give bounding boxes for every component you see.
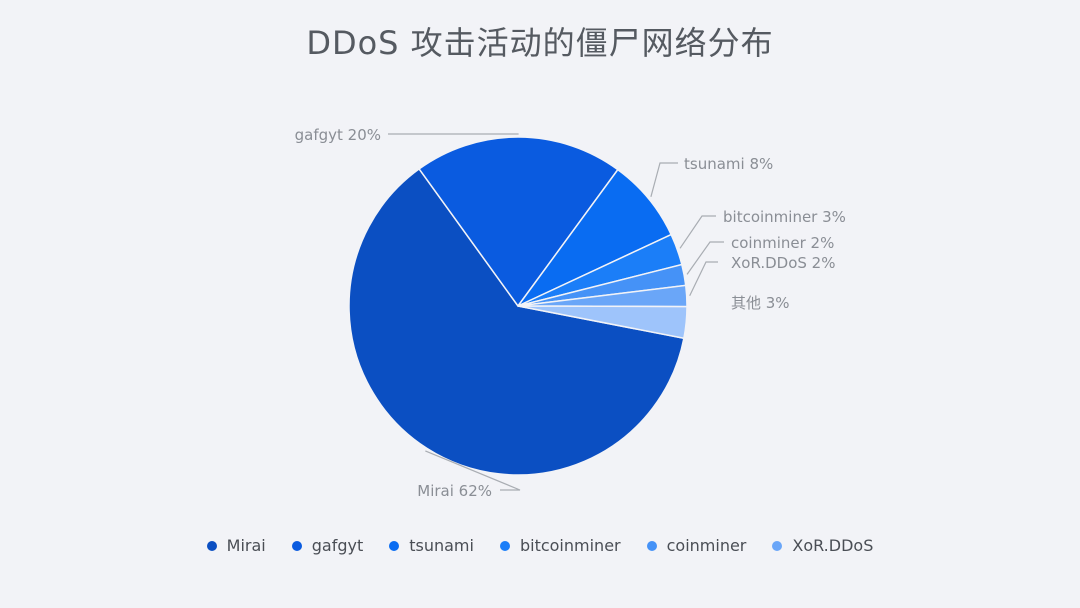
leader-line-xor-ddos [689,261,718,297]
leader-line-bitcoinminer [679,215,716,249]
legend-label: coinminer [666,536,747,555]
slice-label-other: 其他 3% [731,294,790,312]
slice-label-bitcoinminer: bitcoinminer 3% [723,208,846,226]
legend-swatch [646,540,657,551]
legend-swatch [206,540,217,551]
pie-slice-mirai[interactable] [348,167,685,476]
legend-swatch [772,540,783,551]
legend-label: XoR.DDoS [792,536,874,555]
legend-label: gafgyt [311,536,364,555]
leader-line-coinminer [686,241,724,275]
legend-item-coinminer[interactable]: coinminer [646,536,747,555]
legend-item-bitcoinminer[interactable]: bitcoinminer [499,536,621,555]
legend-swatch [499,540,510,551]
slice-label-xor-ddos: XoR.DDoS 2% [731,254,835,272]
pie-slices [348,136,688,476]
legend-item-tsunami[interactable]: tsunami [389,536,474,555]
leader-line-tsunami [650,162,678,197]
legend-label: tsunami [409,536,474,555]
slice-label-coinminer: coinminer 2% [731,234,834,252]
slice-label-tsunami: tsunami 8% [684,155,773,173]
legend-item-gafgyt[interactable]: gafgyt [291,536,364,555]
legend-swatch [291,540,302,551]
slice-label-mirai: Mirai 62% [417,482,492,500]
legend-label: Mirai [226,536,266,555]
pie-slice-gafgyt[interactable] [418,136,619,308]
slice-label-gafgyt: gafgyt 20% [295,126,381,144]
pie-slice-other[interactable] [517,305,688,340]
slice-labels: Mirai 62% gafgyt 20% tsunami 8% bitcoinmine… [295,126,846,500]
legend-item-mirai[interactable]: Mirai [206,536,266,555]
legend-swatch [389,540,400,551]
leader-line-mirai [425,450,521,491]
legend-label: bitcoinminer [519,536,621,555]
legend-item-xor-ddos[interactable]: XoR.DDoS [772,536,873,555]
chart-title: DDoS 攻击活动的僵尸网络分布 [306,24,774,62]
legend: Mirai gafgyt tsunami bitcoinminer coinminer X… [0,536,1080,555]
